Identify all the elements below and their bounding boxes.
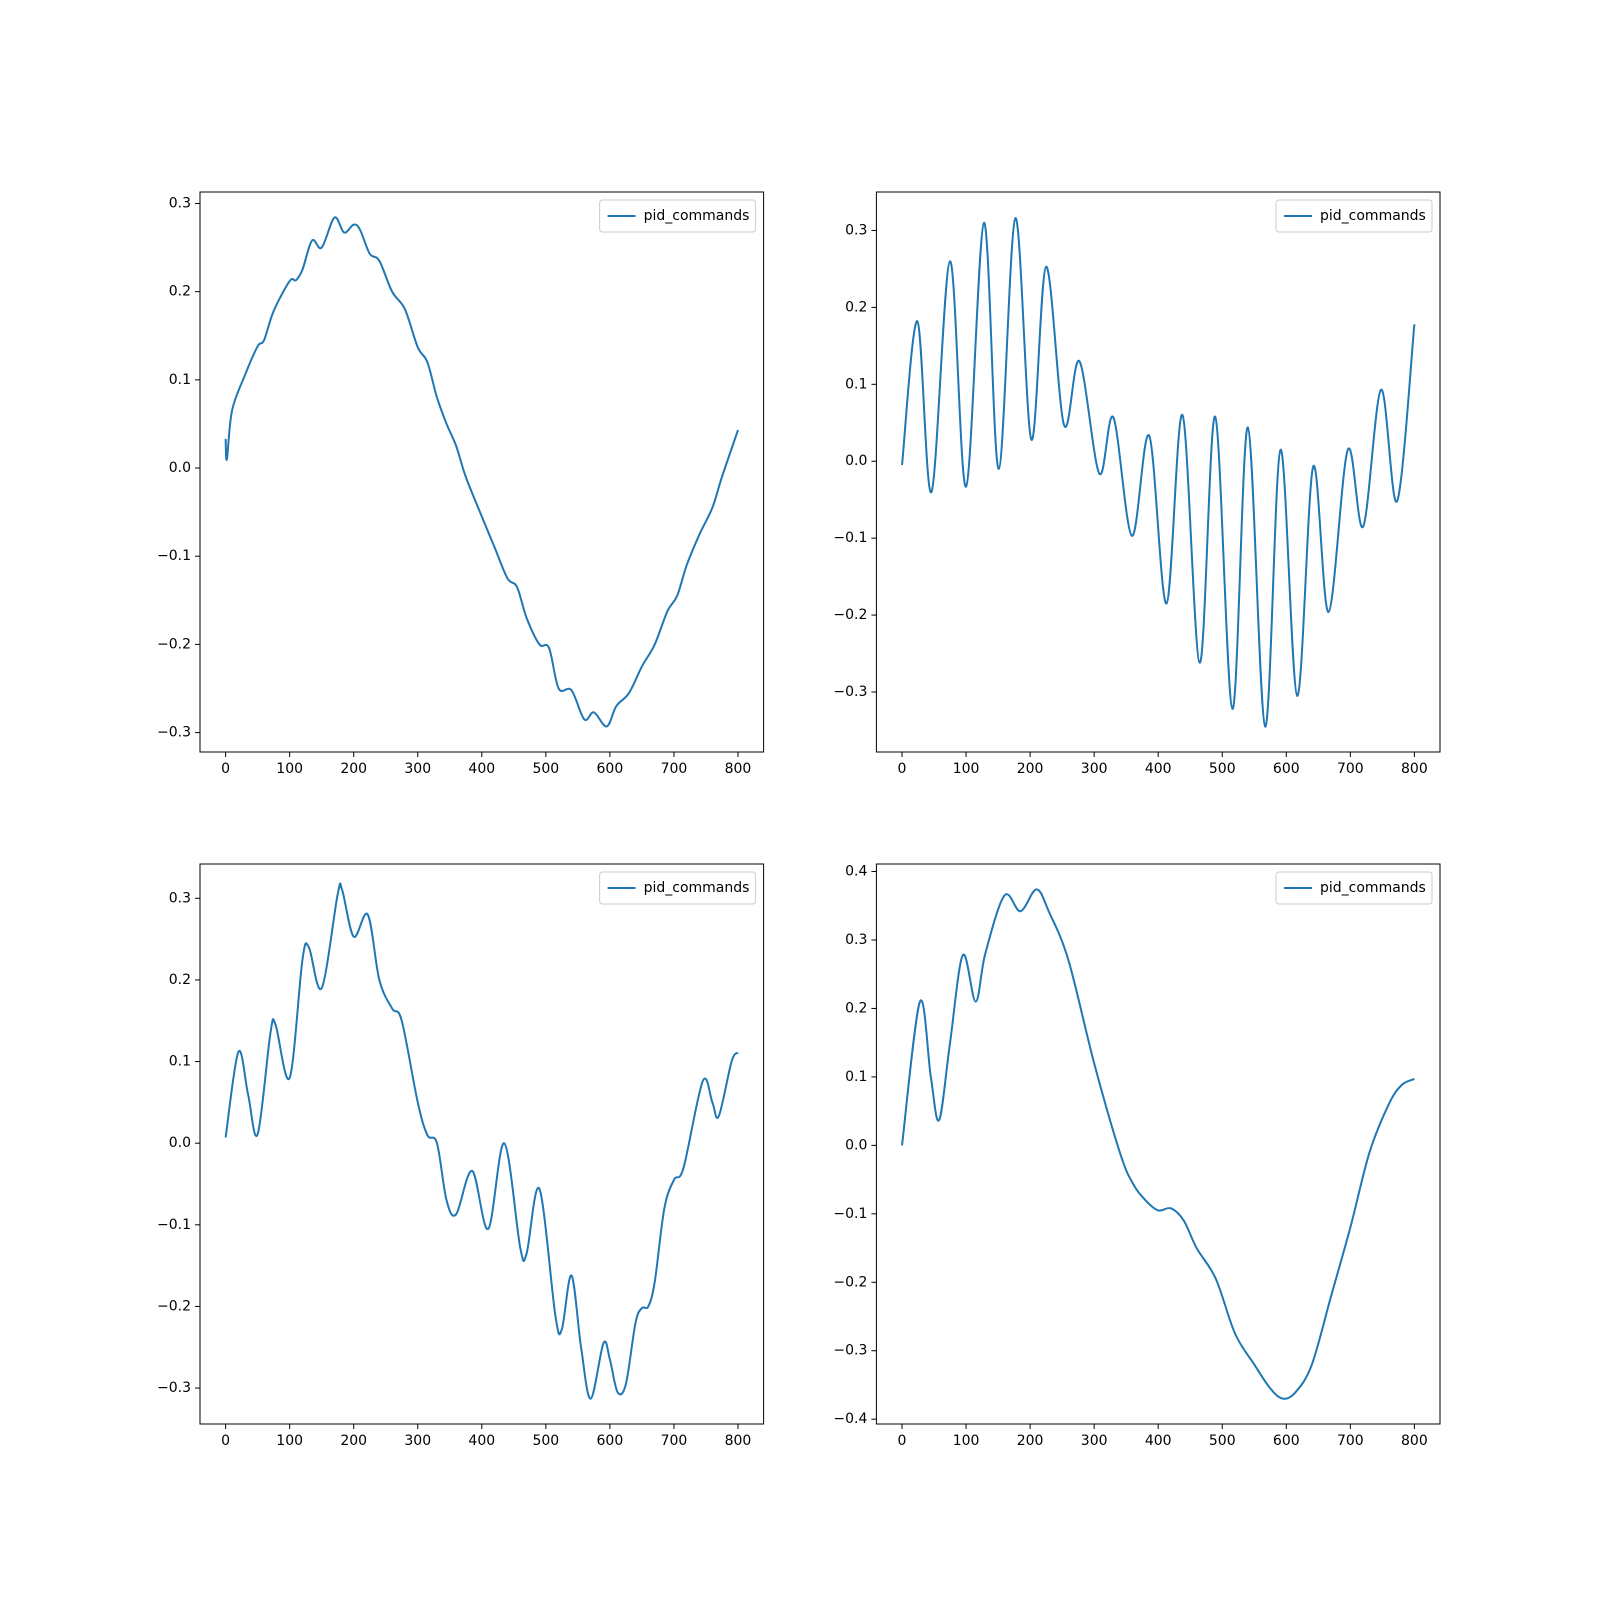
plot-area — [901, 217, 1416, 728]
x-tick-label: 700 — [661, 761, 688, 777]
plot-area — [224, 882, 739, 1400]
x-tick-label: 400 — [1145, 761, 1172, 777]
y-tick-label: −0.1 — [833, 1206, 867, 1222]
axes-frame — [199, 191, 765, 753]
x-tick-label: 800 — [725, 1433, 752, 1449]
y-tick-label: −0.2 — [833, 607, 867, 623]
y-tick-label: −0.3 — [157, 725, 191, 741]
y-tick-label: 0.0 — [169, 460, 191, 476]
axes-frame — [875, 863, 1441, 1425]
data-line — [224, 216, 739, 728]
y-tick-label: −0.1 — [157, 548, 191, 564]
x-tick-label: 400 — [468, 1433, 495, 1449]
x-tick-label: 800 — [1401, 761, 1428, 777]
legend-box — [1275, 199, 1433, 233]
x-tick-label: 100 — [276, 1433, 303, 1449]
x-tick-label: 300 — [404, 761, 431, 777]
x-tick-label: 700 — [1337, 1433, 1364, 1449]
x-tick-label: 600 — [1273, 761, 1300, 777]
x-tick-label: 600 — [1273, 1433, 1300, 1449]
y-tick-label: −0.2 — [157, 636, 191, 652]
y-tick-label: 0.0 — [845, 453, 867, 469]
x-tick-label: 400 — [468, 761, 495, 777]
x-tick-label: 800 — [1401, 1433, 1428, 1449]
y-tick-label: 0.1 — [845, 1069, 867, 1085]
legend-label: pid_commands — [644, 208, 750, 224]
x-tick-label: 0 — [221, 1433, 230, 1449]
x-tick-label: 200 — [1017, 1433, 1044, 1449]
x-tick-label: 200 — [340, 1433, 367, 1449]
y-tick-label: −0.3 — [157, 1380, 191, 1396]
axes-frame — [875, 191, 1441, 753]
x-tick-label: 100 — [953, 761, 980, 777]
legend-box — [1275, 871, 1433, 905]
x-tick-label: 400 — [1145, 1433, 1172, 1449]
axes-frame — [199, 863, 765, 1425]
y-tick-label: 0.3 — [845, 222, 867, 238]
subplot: 0 100 200 300 400 500 600 700 800 −0.4 −0.3 −0.2 −0.… — [833, 863, 1441, 1449]
legend-box — [599, 871, 757, 905]
y-tick-label: −0.2 — [833, 1274, 867, 1290]
x-tick-label: 100 — [953, 1433, 980, 1449]
x-tick-label: 0 — [898, 1433, 907, 1449]
plot-area — [224, 216, 739, 728]
y-tick-label: 0.1 — [169, 1054, 191, 1070]
x-tick-label: 500 — [532, 761, 559, 777]
y-tick-label: 0.4 — [845, 864, 867, 880]
x-tick-label: 0 — [221, 761, 230, 777]
y-tick-label: −0.1 — [833, 530, 867, 546]
x-tick-label: 0 — [898, 761, 907, 777]
y-tick-label: −0.1 — [157, 1217, 191, 1233]
data-line — [901, 888, 1415, 1400]
x-tick-label: 200 — [1017, 761, 1044, 777]
y-tick-label: 0.2 — [845, 1000, 867, 1016]
y-tick-label: 0.2 — [169, 284, 191, 300]
x-tick-label: 700 — [1337, 761, 1364, 777]
x-tick-label: 100 — [276, 761, 303, 777]
y-tick-label: −0.2 — [157, 1298, 191, 1314]
y-tick-label: 0.2 — [845, 299, 867, 315]
subplot: 0 100 200 300 400 500 600 700 800 −0.3 −0.2 −0.1 0.0… — [833, 191, 1441, 777]
x-tick-label: 300 — [1081, 761, 1108, 777]
legend-label: pid_commands — [1320, 880, 1426, 896]
legend-box — [599, 199, 757, 233]
x-tick-label: 500 — [1209, 761, 1236, 777]
y-tick-label: 0.3 — [169, 890, 191, 906]
data-line — [224, 882, 739, 1400]
y-tick-label: 0.0 — [169, 1135, 191, 1151]
data-line — [901, 217, 1416, 728]
x-tick-label: 300 — [1081, 1433, 1108, 1449]
y-tick-label: −0.3 — [833, 1343, 867, 1359]
x-tick-label: 700 — [661, 1433, 688, 1449]
y-tick-label: 0.3 — [845, 932, 867, 948]
subplot: 0 100 200 300 400 500 600 700 800 −0.3 −0.2 −0.1 0.0… — [157, 863, 765, 1449]
y-tick-label: 0.0 — [845, 1137, 867, 1153]
y-tick-label: −0.4 — [833, 1411, 867, 1427]
y-tick-label: 0.1 — [845, 376, 867, 392]
subplot: 0 100 200 300 400 500 600 700 800 −0.3 −0.2 −0.1 0.0… — [157, 191, 765, 777]
x-tick-label: 600 — [597, 761, 624, 777]
y-tick-label: 0.2 — [169, 972, 191, 988]
y-tick-label: 0.1 — [169, 372, 191, 388]
legend-label: pid_commands — [644, 880, 750, 896]
y-tick-label: −0.3 — [833, 684, 867, 700]
x-tick-label: 500 — [532, 1433, 559, 1449]
x-tick-label: 500 — [1209, 1433, 1236, 1449]
plot-area — [901, 888, 1415, 1400]
x-tick-label: 600 — [597, 1433, 624, 1449]
legend-label: pid_commands — [1320, 208, 1426, 224]
x-tick-label: 200 — [340, 761, 367, 777]
x-tick-label: 300 — [404, 1433, 431, 1449]
y-tick-label: 0.3 — [169, 195, 191, 211]
x-tick-label: 800 — [725, 761, 752, 777]
